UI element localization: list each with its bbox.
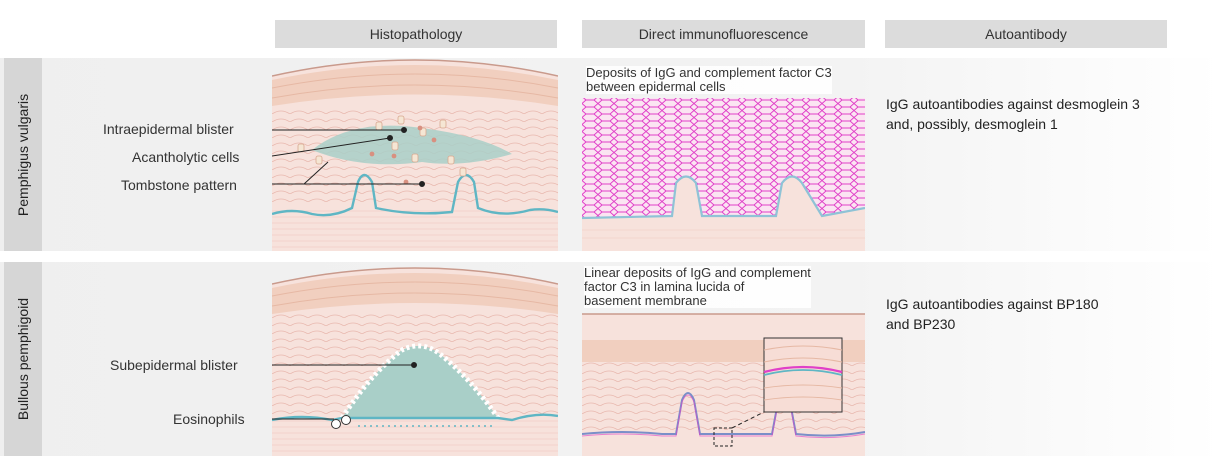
- dif-caption-pemphigus: Deposits of IgG and complement factor C3…: [586, 66, 832, 94]
- dif-caption-pemphigoid-line-2: factor C3 in lamina lucida of: [584, 279, 745, 294]
- row-label-pemphigus: Pemphigus vulgaris: [4, 58, 42, 251]
- dif-panel-pemphigus: [582, 98, 865, 251]
- label-tombstone-pattern: Tombstone pattern: [121, 177, 237, 193]
- dif-caption-pemphigoid-line-1: Linear deposits of IgG and complement: [584, 265, 811, 280]
- row-label-pemphigoid: Bullous pemphigoid: [4, 262, 42, 456]
- autoantibody-pemphigoid: IgG autoantibodies against BP180 and BP2…: [886, 294, 1099, 334]
- column-header-histopathology: Histopathology: [275, 20, 557, 48]
- label-eosinophils: Eosinophils: [173, 411, 245, 427]
- dif-caption-pemphigus-line-1: Deposits of IgG and complement factor C3: [586, 65, 832, 80]
- autoantibody-pemphigoid-line-2: and BP230: [886, 316, 956, 332]
- autoantibody-pemphigoid-line-1: IgG autoantibodies against BP180: [886, 296, 1099, 312]
- dif-caption-pemphigus-line-2: between epidermal cells: [586, 79, 726, 94]
- row-label-pemphigoid-text: Bullous pemphigoid: [15, 297, 32, 421]
- dif-caption-pemphigoid: Linear deposits of IgG and complement fa…: [584, 266, 811, 308]
- autoantibody-pemphigus: IgG autoantibodies against desmoglein 3 …: [886, 94, 1140, 134]
- dif-caption-pemphigoid-line-3: basement membrane: [584, 293, 707, 308]
- autoantibody-pemphigus-line-2: and, possibly, desmoglein 1: [886, 116, 1058, 132]
- row-label-pemphigus-text: Pemphigus vulgaris: [15, 93, 32, 216]
- autoantibody-pemphigus-line-1: IgG autoantibodies against desmoglein 3: [886, 96, 1140, 112]
- column-header-autoantibody: Autoantibody: [885, 20, 1167, 48]
- histology-panel-pemphigoid: [272, 267, 558, 456]
- label-subepidermal-blister: Subepidermal blister: [110, 357, 238, 373]
- histology-panel-pemphigus: [272, 59, 558, 251]
- label-acantholytic-cells: Acantholytic cells: [132, 149, 240, 165]
- dif-panel-pemphigoid: [582, 313, 865, 456]
- column-header-dif: Direct immunofluorescence: [582, 20, 865, 48]
- label-intraepidermal-blister: Intraepidermal blister: [103, 121, 234, 137]
